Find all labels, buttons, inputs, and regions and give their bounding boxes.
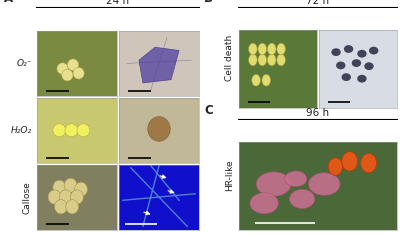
Ellipse shape [70, 190, 84, 204]
Text: A: A [4, 0, 13, 5]
Ellipse shape [357, 50, 367, 58]
Ellipse shape [248, 43, 257, 55]
Ellipse shape [344, 45, 353, 53]
Ellipse shape [262, 74, 270, 86]
Ellipse shape [250, 193, 278, 214]
Ellipse shape [62, 69, 73, 81]
Text: HR-like: HR-like [225, 159, 234, 191]
Ellipse shape [357, 75, 367, 82]
Ellipse shape [290, 189, 315, 209]
Ellipse shape [74, 182, 88, 196]
Text: 72 h: 72 h [306, 0, 330, 6]
Ellipse shape [277, 54, 286, 66]
Ellipse shape [77, 124, 90, 137]
Ellipse shape [328, 158, 342, 175]
Ellipse shape [258, 54, 267, 66]
Ellipse shape [66, 200, 79, 214]
Text: C: C [204, 103, 213, 116]
Ellipse shape [252, 74, 260, 86]
Ellipse shape [285, 171, 307, 187]
Ellipse shape [369, 47, 378, 55]
Ellipse shape [364, 62, 374, 70]
Ellipse shape [308, 173, 340, 195]
Ellipse shape [361, 154, 377, 173]
Ellipse shape [73, 67, 84, 79]
Text: O₂⁻: O₂⁻ [16, 59, 32, 68]
Ellipse shape [248, 54, 257, 66]
Ellipse shape [336, 62, 346, 69]
Text: 96 h: 96 h [306, 108, 330, 118]
Ellipse shape [53, 124, 66, 137]
Ellipse shape [59, 190, 72, 204]
Polygon shape [139, 47, 179, 83]
Ellipse shape [342, 152, 358, 171]
Ellipse shape [148, 116, 170, 141]
Ellipse shape [48, 190, 61, 204]
Text: Callose: Callose [23, 181, 32, 214]
Ellipse shape [258, 43, 267, 55]
Ellipse shape [54, 200, 67, 214]
Ellipse shape [277, 43, 286, 55]
Text: 24 h: 24 h [106, 0, 130, 6]
Text: B: B [204, 0, 213, 5]
Ellipse shape [268, 54, 276, 66]
Ellipse shape [67, 59, 79, 71]
Text: H₂O₂: H₂O₂ [11, 126, 32, 135]
Ellipse shape [342, 73, 351, 81]
Ellipse shape [256, 172, 291, 196]
Ellipse shape [64, 178, 77, 192]
Ellipse shape [352, 59, 361, 67]
Ellipse shape [57, 63, 68, 75]
Text: Cell death: Cell death [225, 35, 234, 81]
Ellipse shape [53, 180, 66, 195]
Ellipse shape [331, 48, 341, 56]
Ellipse shape [268, 43, 276, 55]
Ellipse shape [65, 124, 78, 137]
